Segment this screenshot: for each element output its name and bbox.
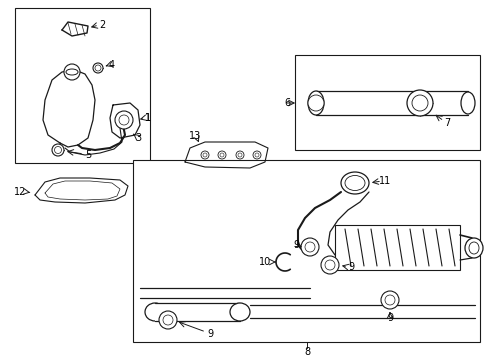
Text: 7: 7 [443,118,449,128]
Bar [15,8,150,163]
Circle shape [406,90,432,116]
Text: 9: 9 [292,240,299,250]
Circle shape [384,295,394,305]
Circle shape [93,63,103,73]
Text: 8: 8 [304,347,309,357]
Text: 6: 6 [284,98,289,108]
Circle shape [301,238,318,256]
Circle shape [54,147,61,153]
Circle shape [115,111,133,129]
Text: 10: 10 [258,257,270,267]
Circle shape [380,291,398,309]
Circle shape [64,64,80,80]
Circle shape [159,311,177,329]
Circle shape [411,95,427,111]
Circle shape [236,151,244,159]
Ellipse shape [307,91,324,115]
Text: 9: 9 [347,262,353,272]
Ellipse shape [464,238,482,258]
Ellipse shape [145,303,164,321]
Text: 9: 9 [206,329,213,339]
Bar [155,303,240,321]
Ellipse shape [229,303,249,321]
Text: 13: 13 [188,131,201,141]
Circle shape [52,144,64,156]
Text: 2: 2 [99,20,105,30]
Circle shape [218,151,225,159]
Circle shape [325,260,334,270]
Text: 11: 11 [378,176,390,186]
Bar [334,225,459,270]
Text: 9: 9 [386,313,392,323]
Circle shape [95,65,101,71]
Circle shape [163,315,173,325]
Circle shape [201,151,208,159]
Ellipse shape [340,172,368,194]
Bar [133,160,479,342]
Circle shape [320,256,338,274]
Text: 5: 5 [85,150,91,160]
Text: 4: 4 [109,60,115,70]
Ellipse shape [468,242,478,254]
Ellipse shape [460,92,474,114]
Ellipse shape [66,69,78,75]
Circle shape [238,153,242,157]
Circle shape [254,153,259,157]
Ellipse shape [345,175,364,190]
Circle shape [307,95,324,111]
Bar [294,55,479,150]
Text: 3: 3 [135,133,141,143]
Circle shape [220,153,224,157]
Circle shape [305,242,314,252]
Text: 1: 1 [144,113,151,123]
Circle shape [119,115,129,125]
Circle shape [252,151,261,159]
Circle shape [203,153,206,157]
Text: 12: 12 [14,187,26,197]
Text: 1: 1 [144,113,151,123]
